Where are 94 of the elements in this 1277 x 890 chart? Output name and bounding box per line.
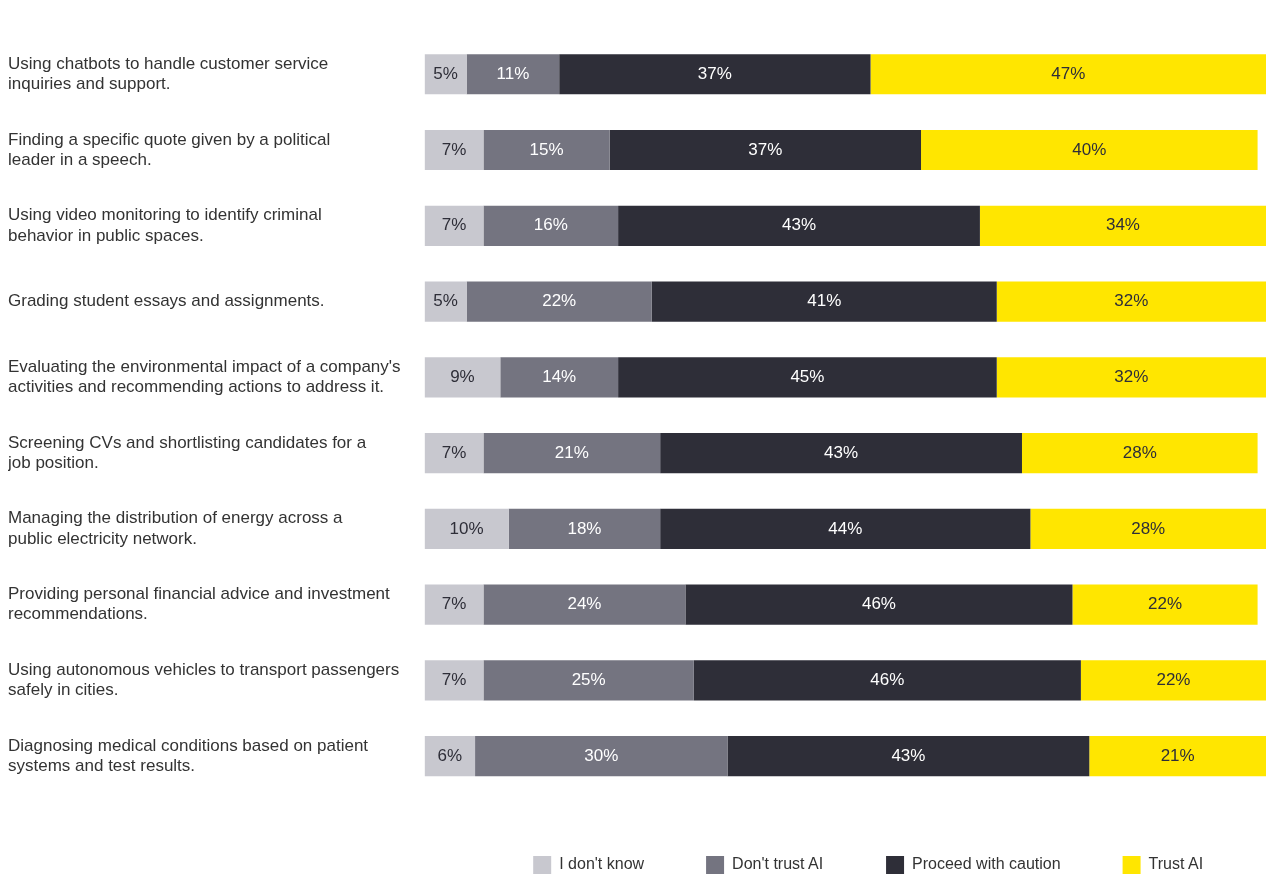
bar [1021, 433, 1258, 474]
bar [424, 129, 484, 171]
bar [424, 357, 501, 398]
bar [693, 660, 1081, 701]
bar [660, 508, 1031, 549]
y-tick-label: Using chatbots to handle customer service inquiries and support. [8, 53, 329, 94]
data-label: 28% [1122, 442, 1157, 462]
bar [483, 433, 661, 474]
bar [466, 281, 652, 322]
data-label: 7% [441, 594, 467, 614]
bar [424, 281, 467, 322]
data-label: 43% [891, 745, 926, 765]
y-tick-label: Managing the distribution of energy across a public electricity network. [8, 508, 344, 548]
data-label: 44% [828, 518, 863, 538]
y-tick-label: Using autonomous vehicles to transport passengers safely in cities. [8, 659, 400, 700]
y-tick-label: Screening CVs and shortlisting candidates for a job position. [7, 432, 367, 472]
y-tick-label: Evaluating the environmental impact of a company's activities and recommending actions to address it. [8, 356, 401, 397]
data-label: 11% [496, 63, 530, 83]
data-label: 7% [441, 139, 467, 159]
data-label: 16% [533, 215, 568, 235]
bar [466, 54, 560, 95]
data-label: 6% [437, 745, 463, 765]
data-label: 14% [542, 367, 577, 387]
bar [1089, 736, 1266, 777]
bar [727, 736, 1090, 777]
data-label: 43% [781, 215, 817, 235]
data-label: 46% [861, 594, 896, 614]
data-label: 7% [441, 442, 467, 462]
bar [483, 205, 619, 246]
data-label: 22% [542, 291, 577, 311]
data-label: 43% [824, 442, 859, 462]
data-label: 47% [1051, 63, 1086, 83]
data-label: 28% [1131, 518, 1166, 538]
data-label: 34% [1105, 215, 1140, 235]
bar [1072, 584, 1258, 625]
data-label: 24% [567, 594, 602, 614]
bar [559, 54, 871, 95]
data-label: 32% [1114, 367, 1149, 387]
data-label: 37% [697, 63, 732, 83]
y-tick-label: Providing personal financial advice and investment recommendations. [8, 584, 391, 624]
bar [685, 584, 1073, 625]
bar [483, 660, 694, 701]
y-tick-label: Using video monitoring to identify criminal behavior in public spaces. [8, 205, 322, 245]
data-label: 46% [870, 670, 905, 690]
data-label: 15% [529, 139, 564, 159]
bar [921, 129, 1258, 171]
data-label: 30% [584, 745, 619, 765]
bar [996, 357, 1266, 398]
bar [609, 129, 922, 171]
y-tick-label: Grading student essays and assignments. [8, 291, 325, 311]
bar [979, 205, 1266, 246]
data-label: 25% [571, 670, 606, 690]
data-label: 22% [1148, 594, 1183, 614]
bar [424, 508, 509, 549]
bar [1080, 660, 1266, 701]
bar [870, 54, 1266, 95]
data-label: 7% [441, 215, 467, 235]
legend-label: Proceed with caution [912, 855, 1061, 873]
bar [483, 584, 686, 625]
y-tick-label: Diagnosing medical conditions based on patient systems and test results. [8, 735, 369, 776]
data-label: 9% [450, 367, 475, 387]
bar [660, 433, 1022, 474]
data-label: 18% [567, 518, 602, 538]
bar [424, 205, 484, 246]
data-label: 22% [1156, 670, 1191, 690]
bar [424, 584, 484, 625]
legend-label: Trust AI [1148, 855, 1204, 873]
data-label: 32% [1114, 291, 1149, 311]
bar [618, 205, 980, 246]
bar [996, 281, 1266, 322]
data-label: 5% [433, 291, 458, 311]
data-label: 10% [449, 518, 484, 538]
legend-label: I don't know [559, 855, 645, 873]
bar [424, 660, 484, 701]
y-tick-label: Finding a specific quote given by a political leader in a speech. [8, 129, 331, 169]
bar [424, 736, 476, 777]
bar [508, 508, 661, 549]
bar [618, 357, 997, 398]
data-label: 45% [790, 367, 825, 387]
bar [500, 357, 619, 398]
data-label: 40% [1072, 139, 1107, 159]
bar [483, 129, 610, 171]
data-label: 7% [441, 670, 467, 690]
bar [424, 54, 467, 95]
legend-label: Don't trust AI [732, 855, 824, 873]
data-label: 21% [1160, 745, 1195, 765]
bar [651, 281, 997, 322]
bar [1030, 508, 1266, 549]
data-label: 37% [748, 139, 783, 159]
data-label: 41% [807, 291, 842, 311]
bar [475, 736, 728, 777]
data-label: 5% [433, 63, 458, 83]
bar [424, 433, 484, 474]
data-label: 21% [554, 442, 589, 462]
